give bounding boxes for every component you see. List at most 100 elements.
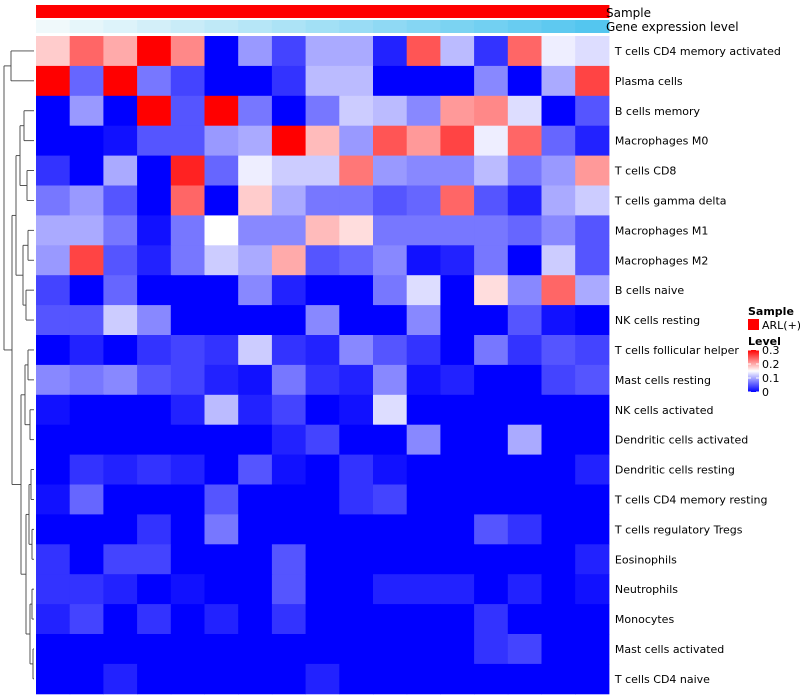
- heatmap-cell: [507, 125, 542, 157]
- legend-tick-label: 0: [762, 386, 769, 399]
- heatmap-cell: [305, 364, 340, 396]
- heatmap-cell: [440, 394, 475, 426]
- heatmap-cell: [406, 574, 441, 605]
- expression-annotation-cell: [103, 20, 138, 33]
- heatmap-cell: [137, 663, 172, 695]
- heatmap-cell: [36, 185, 71, 216]
- heatmap-cell: [575, 514, 610, 545]
- row-label: Dendritic cells resting: [615, 464, 735, 477]
- heatmap-cell: [474, 514, 509, 545]
- heatmap-cell: [507, 185, 542, 216]
- heatmap-cell: [170, 604, 205, 635]
- heatmap-cell: [238, 275, 273, 306]
- heatmap-cell: [271, 305, 307, 336]
- sample-annotation-cell: [271, 5, 307, 18]
- heatmap-cell: [271, 394, 307, 426]
- legend: Sample ARL(+) Level 0.30.20.10: [748, 305, 800, 399]
- heatmap-cell: [406, 155, 441, 186]
- heatmap-cell: [69, 36, 104, 67]
- heatmap-cell: [406, 36, 441, 67]
- heatmap-cell: [204, 544, 239, 575]
- row-label: Monocytes: [615, 613, 675, 626]
- heatmap-cell: [238, 36, 273, 67]
- row-labels: T cells CD4 memory activated Plasma cells…: [614, 45, 781, 686]
- heatmap-cell: [204, 364, 239, 396]
- heatmap-cell: [204, 95, 239, 127]
- heatmap-cell: [103, 604, 138, 635]
- heatmap-cell: [474, 634, 509, 665]
- heatmap-cell: [339, 95, 374, 127]
- heatmap-cell: [575, 364, 610, 396]
- sample-annotation-label: Sample: [606, 6, 651, 20]
- heatmap-cell: [474, 36, 509, 67]
- heatmap-cell: [373, 305, 408, 336]
- heatmap-cell: [575, 245, 610, 276]
- heatmap-cell: [541, 335, 576, 366]
- heatmap-cell: [305, 514, 340, 545]
- heatmap-cell: [575, 604, 610, 635]
- heatmap-cell: [474, 424, 509, 456]
- heatmap-cell: [305, 245, 340, 276]
- heatmap-cell: [339, 36, 374, 67]
- heatmap-cell: [541, 574, 576, 605]
- expression-annotation-cell: [305, 20, 340, 33]
- heatmap-cell: [69, 574, 104, 605]
- heatmap-cell: [305, 36, 340, 67]
- row-label: NK cells resting: [615, 314, 700, 327]
- heatmap-cell: [406, 424, 441, 456]
- heatmap-cell: [305, 335, 340, 366]
- heatmap-cell: [575, 634, 610, 665]
- heatmap-cell: [339, 364, 374, 396]
- expression-annotation-cell: [507, 20, 542, 33]
- heatmap-cell: [238, 65, 273, 97]
- heatmap-cell: [69, 454, 104, 485]
- row-label: T cells CD8: [614, 165, 677, 178]
- heatmap-cell: [440, 335, 475, 366]
- heatmap-cell: [69, 215, 104, 246]
- heatmap-cell: [271, 335, 307, 366]
- heatmap-cell: [271, 36, 307, 67]
- heatmap-cell: [440, 305, 475, 336]
- heatmap-cell: [541, 275, 576, 306]
- heatmap-cell: [541, 95, 576, 127]
- heatmap-cell: [541, 125, 576, 157]
- heatmap-cell: [170, 305, 205, 336]
- row-label: T cells gamma delta: [614, 194, 727, 207]
- heatmap-cell: [575, 125, 610, 157]
- legend-tick-label: 0.1: [762, 372, 780, 385]
- sample-annotation-cell: [103, 5, 138, 18]
- heatmap-cell: [575, 574, 610, 605]
- heatmap-cell: [575, 305, 610, 336]
- heatmap-cell: [305, 544, 340, 575]
- heatmap-cell: [271, 65, 307, 97]
- heatmap-cell: [271, 663, 307, 695]
- heatmap-cell: [137, 604, 172, 635]
- heatmap-cell: [36, 215, 71, 246]
- heatmap-cell: [137, 424, 172, 456]
- heatmap-cell: [238, 574, 273, 605]
- expression-annotation-cell: [69, 20, 104, 33]
- heatmap-cell: [373, 663, 408, 695]
- row-label: Mast cells resting: [615, 374, 711, 387]
- heatmap-cell: [406, 275, 441, 306]
- heatmap-cell: [204, 125, 239, 157]
- heatmap-cell: [204, 454, 239, 485]
- heatmap-cell: [474, 245, 509, 276]
- heatmap-cell: [36, 424, 71, 456]
- heatmap-cell: [406, 215, 441, 246]
- heatmap-cell: [170, 544, 205, 575]
- heatmap-cell: [507, 36, 542, 67]
- heatmap-cell: [238, 185, 273, 216]
- heatmap-cell: [507, 245, 542, 276]
- heatmap-cell: [474, 305, 509, 336]
- heatmap-cell: [103, 484, 138, 515]
- sample-annotation-cell: [238, 5, 273, 18]
- expression-annotation-cell: [575, 20, 610, 33]
- expression-annotation-cell: [339, 20, 374, 33]
- heatmap-cell: [575, 275, 610, 306]
- expression-annotation-cell: [204, 20, 239, 33]
- heatmap-cell: [204, 245, 239, 276]
- heatmap-cell: [406, 514, 441, 545]
- sample-annotation-cell: [474, 5, 509, 18]
